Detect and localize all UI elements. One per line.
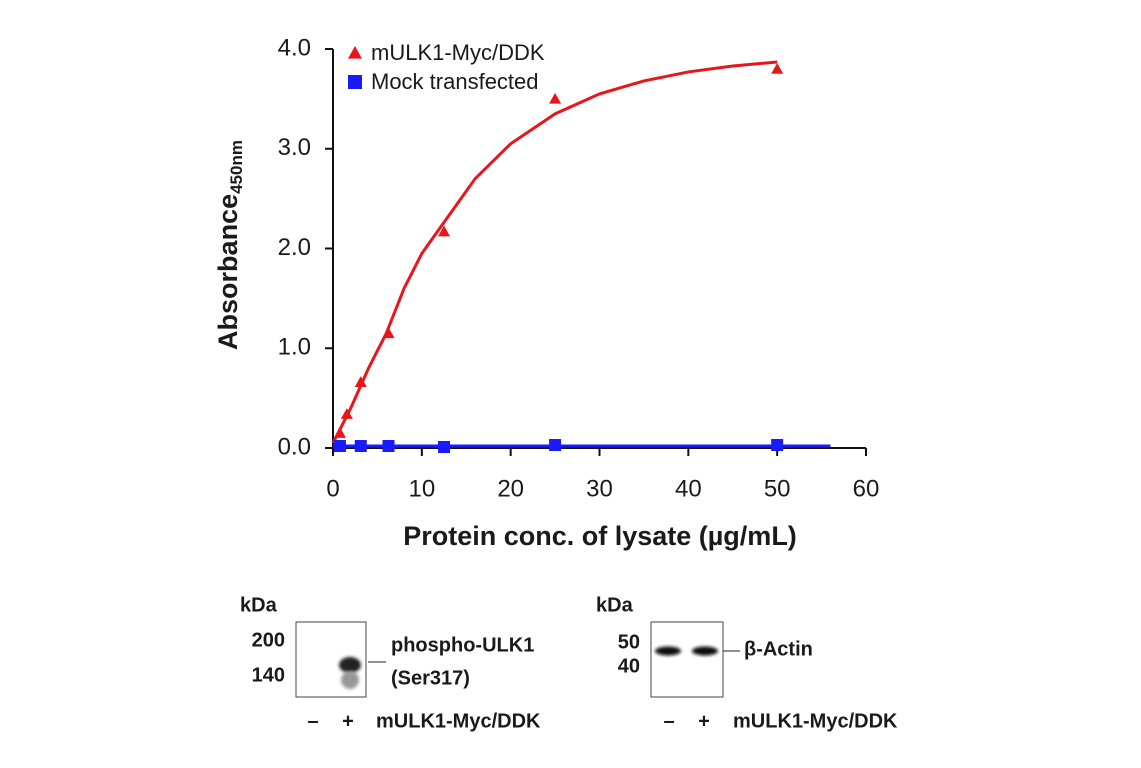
x-axis-label: Protein conc. of lysate (µg/mL) (403, 521, 797, 551)
fit-curve (331, 60, 778, 444)
marker (333, 440, 346, 453)
legend-marker (348, 46, 362, 59)
y-tick-label: 2.0 (278, 234, 311, 261)
band-label: phospho-ULK1 (391, 634, 534, 656)
condition-label: mULK1-Myc/DDK (733, 710, 898, 732)
marker (382, 440, 395, 453)
marker-label: 40 (618, 655, 640, 677)
marker (354, 376, 367, 387)
blot-band (692, 646, 718, 656)
y-axis-label: Absorbance450nm (213, 140, 246, 350)
marker (333, 427, 346, 438)
y-tick-label: 1.0 (278, 334, 311, 361)
band-label: β-Actin (744, 638, 813, 660)
marker (771, 62, 784, 74)
lane-label: + (342, 710, 354, 732)
condition-label: mULK1-Myc/DDK (376, 710, 541, 732)
x-tick-label: 30 (586, 475, 613, 502)
kda-label: kDa (596, 594, 634, 616)
lane-label: + (698, 710, 710, 732)
y-tick-label: 4.0 (278, 34, 311, 61)
y-tick-label: 3.0 (278, 134, 311, 161)
marker (771, 439, 784, 452)
x-tick-label: 60 (853, 475, 880, 502)
x-tick-label: 10 (408, 475, 435, 502)
y-label-sub: 450nm (227, 140, 246, 194)
marker (340, 408, 353, 419)
lane-label: – (663, 710, 674, 732)
marker (438, 225, 451, 237)
marker (438, 441, 451, 454)
x-tick-label: 50 (764, 475, 791, 502)
blot-band (655, 646, 681, 656)
marker (382, 327, 395, 339)
marker-label: 50 (618, 631, 640, 653)
marker (549, 92, 562, 104)
kda-label: kDa (240, 594, 278, 616)
legend-label: Mock transfected (371, 69, 539, 94)
x-tick-label: 40 (675, 475, 702, 502)
blot-frame (650, 621, 724, 698)
marker-label: 200 (252, 629, 285, 651)
band-label: (Ser317) (391, 667, 470, 689)
x-tick-label: 0 (326, 475, 339, 502)
x-tick-label: 20 (497, 475, 524, 502)
blot-band (339, 657, 361, 673)
marker (549, 439, 562, 452)
marker-label: 140 (252, 664, 285, 686)
blot-smear (341, 671, 359, 689)
legend-marker (348, 75, 362, 89)
lane-label: – (307, 710, 318, 732)
y-tick-label: 0.0 (278, 433, 311, 460)
marker (354, 440, 367, 453)
legend-label: mULK1-Myc/DDK (371, 40, 545, 65)
y-label-main: Absorbance (213, 194, 243, 350)
